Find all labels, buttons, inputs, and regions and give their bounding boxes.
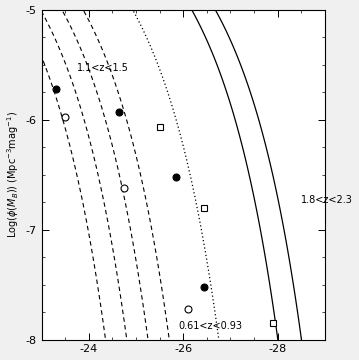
Text: 1.1<z<1.5: 1.1<z<1.5 — [77, 63, 129, 73]
Y-axis label: Log($\phi(M_B)$) (Mpc$^{-3}$mag$^{-1}$): Log($\phi(M_B)$) (Mpc$^{-3}$mag$^{-1}$) — [5, 111, 21, 238]
Text: 1.8<z<2.3: 1.8<z<2.3 — [301, 195, 353, 205]
Text: 0.61<z<0.93: 0.61<z<0.93 — [178, 321, 242, 331]
